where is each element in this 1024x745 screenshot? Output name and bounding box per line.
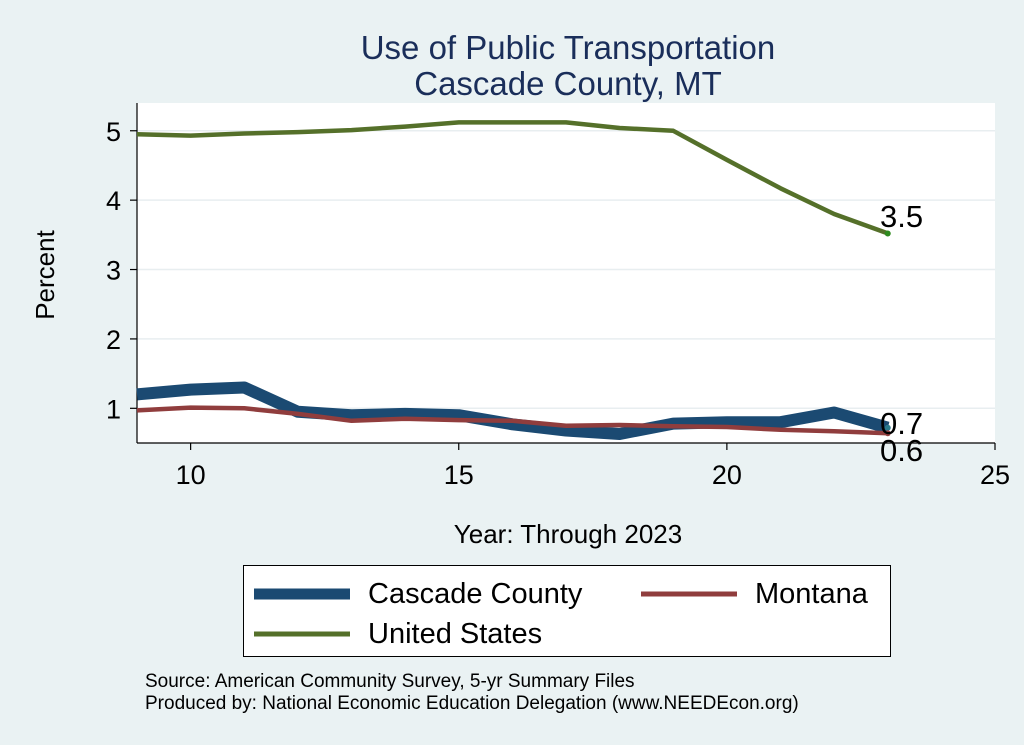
x-tick-label-20: 20 (712, 460, 742, 490)
producer-line: Produced by: National Economic Education… (145, 693, 799, 714)
legend-swatch-united-states (254, 631, 350, 637)
line-chart: 1 2 3 4 5 10 15 20 25 Year: Through 2023 Percent 0.… (30, 103, 1010, 549)
end-marker-united-states (884, 230, 891, 237)
x-tick-label-10: 10 (176, 460, 206, 490)
y-tick-label-5: 5 (106, 117, 121, 147)
y-axis-title: Percent (30, 229, 60, 319)
end-label-cascade-county: 0.7 (880, 406, 923, 441)
legend-swatch-montana (641, 591, 737, 597)
end-marker-montana (884, 430, 891, 437)
y-tick-label-3: 3 (106, 256, 121, 286)
source-line: Source: American Community Survey, 5-yr … (145, 671, 635, 692)
end-label-montana: 0.6 (880, 433, 923, 468)
legend-label-montana: Montana (755, 578, 868, 610)
end-label-united-states: 3.5 (880, 199, 923, 234)
legend-label-cascade-county: Cascade County (368, 578, 583, 610)
source-note: Source: American Community Survey, 5-yr … (145, 671, 799, 715)
legend-swatch-cascade-county (254, 588, 350, 600)
plot-area (137, 103, 995, 443)
x-tick-label-15: 15 (444, 460, 474, 490)
series-line-cascade-county (136, 381, 890, 440)
series-line-united-states (136, 120, 889, 236)
y-tick-label-2: 2 (106, 325, 121, 355)
x-tick-label-25: 25 (980, 460, 1010, 490)
legend-label-united-states: United States (368, 618, 543, 650)
chart-title: Use of Public Transportation (360, 29, 776, 66)
x-axis-title: Year: Through 2023 (454, 519, 682, 549)
legend: Cascade County Montana United States (243, 565, 891, 657)
series-line-montana (136, 405, 888, 436)
y-tick-label-4: 4 (106, 186, 121, 216)
y-tick-label-1: 1 (106, 394, 121, 424)
end-marker-cascade-county (884, 424, 891, 431)
chart-subtitle: Cascade County, MT (414, 65, 722, 102)
